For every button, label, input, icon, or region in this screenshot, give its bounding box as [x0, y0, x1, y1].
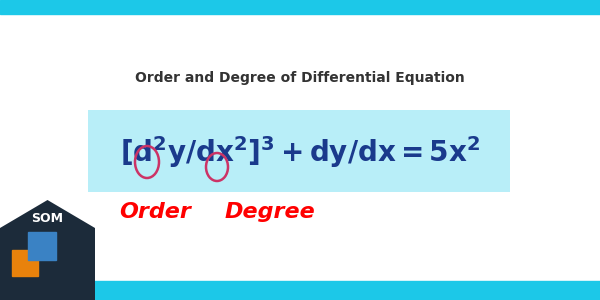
Bar — [12, 250, 38, 276]
Text: Order: Order — [119, 202, 191, 222]
Text: SOM: SOM — [32, 212, 64, 224]
Text: Order and Degree of Differential Equation: Order and Degree of Differential Equatio… — [135, 71, 465, 85]
Text: $\mathbf{[d^2y/dx^2]^3 + dy/dx = 5x^2}$: $\mathbf{[d^2y/dx^2]^3 + dy/dx = 5x^2}$ — [120, 134, 480, 170]
Bar — [28, 232, 56, 260]
Bar — [0, 280, 600, 300]
Text: Degree: Degree — [224, 202, 316, 222]
Bar — [88, 110, 510, 192]
Polygon shape — [0, 200, 95, 300]
Bar — [0, 0, 600, 14]
